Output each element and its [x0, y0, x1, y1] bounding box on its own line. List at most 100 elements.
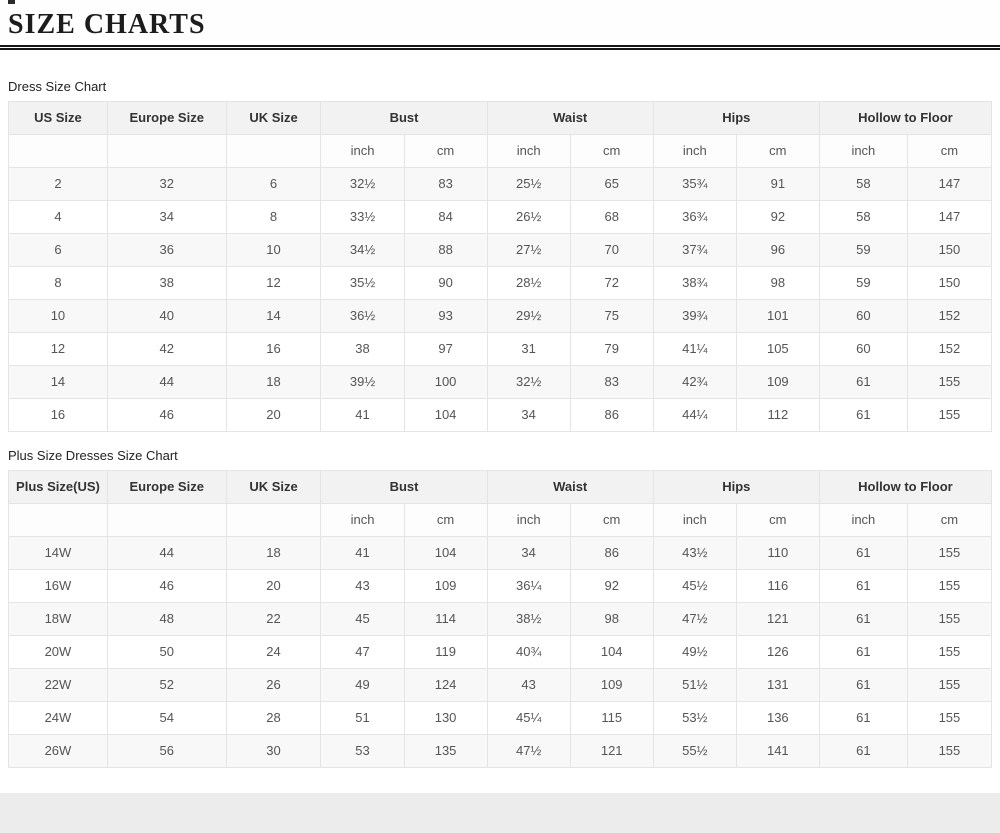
table-cell: 42: [106, 331, 227, 366]
column-header: Bust: [320, 100, 488, 135]
unit-header: inch: [652, 133, 737, 168]
table-cell: 40: [106, 298, 227, 333]
table-cell: 39½: [320, 364, 405, 399]
unit-header: cm: [403, 502, 488, 537]
plus-size-section: Plus Size Dresses Size Chart Plus Size(U…: [8, 448, 993, 768]
table-cell: 32: [106, 166, 227, 201]
table-cell: 124: [403, 667, 488, 702]
column-header: Hips: [652, 469, 820, 504]
table-cell: 27½: [486, 232, 571, 267]
column-header: Europe Size: [106, 469, 227, 504]
table-cell: 83: [569, 364, 654, 399]
table-cell: 90: [403, 265, 488, 300]
table-row: 20W 50 24 47 119 40¾ 104 49½ 126 61 155: [8, 634, 993, 669]
table-row: 14 44 18 39½ 100 32½ 83 42¾ 109 61 155: [8, 364, 993, 399]
table-cell: 70: [569, 232, 654, 267]
unit-header: inch: [486, 502, 571, 537]
table-cell: 104: [403, 535, 488, 570]
table-cell: 44: [106, 535, 227, 570]
table-cell: 58: [818, 166, 908, 201]
table-row: 16 46 20 41 104 34 86 44¼ 112 61 155: [8, 397, 993, 432]
table-cell: 55½: [652, 733, 737, 768]
table-cell: 34: [106, 199, 227, 234]
table-cell: 100: [403, 364, 488, 399]
table-cell: 97: [403, 331, 488, 366]
table-cell: 126: [735, 634, 820, 669]
table-cell: 93: [403, 298, 488, 333]
table-cell: 32½: [320, 166, 405, 201]
table-cell: 6: [8, 232, 108, 267]
table-cell: 10: [225, 232, 322, 267]
table-cell: 114: [403, 601, 488, 636]
table-cell: 28: [225, 700, 322, 735]
table-cell: 41: [320, 535, 405, 570]
table-cell: 38¾: [652, 265, 737, 300]
column-header: Plus Size(US): [8, 469, 108, 504]
table-cell: 109: [735, 364, 820, 399]
table-cell: 59: [818, 265, 908, 300]
table-cell: 75: [569, 298, 654, 333]
table-cell: 36½: [320, 298, 405, 333]
table-cell: 155: [906, 601, 993, 636]
column-header: UK Size: [225, 469, 322, 504]
table-cell: 53: [320, 733, 405, 768]
table-cell: 34½: [320, 232, 405, 267]
table-cell: 104: [569, 634, 654, 669]
table-cell: 60: [818, 331, 908, 366]
table-cell: 33½: [320, 199, 405, 234]
table-cell: 16W: [8, 568, 108, 603]
table-cell: 141: [735, 733, 820, 768]
table-cell: 155: [906, 667, 993, 702]
table-cell: 92: [735, 199, 820, 234]
table-cell: 52: [106, 667, 227, 702]
table-cell: 8: [225, 199, 322, 234]
table-cell: 14: [8, 364, 108, 399]
table-cell: 12: [8, 331, 108, 366]
table-cell: 24: [225, 634, 322, 669]
table-cell: 36¼: [486, 568, 571, 603]
table-cell: 18: [225, 364, 322, 399]
table-cell: 72: [569, 265, 654, 300]
table-cell: 12: [225, 265, 322, 300]
table-cell: 61: [818, 634, 908, 669]
table-cell: 47½: [652, 601, 737, 636]
table-cell: 131: [735, 667, 820, 702]
table-cell: 155: [906, 535, 993, 570]
column-header: US Size: [8, 100, 108, 135]
table-cell: 155: [906, 733, 993, 768]
table-row: 6 36 10 34½ 88 27½ 70 37¾ 96 59 150: [8, 232, 993, 267]
empty-header-cell: [106, 133, 227, 168]
table-cell: 39¾: [652, 298, 737, 333]
column-header: Europe Size: [106, 100, 227, 135]
table-row: 4 34 8 33½ 84 26½ 68 36¾ 92 58 147: [8, 199, 993, 234]
size-table: US Size Europe Size UK Size Bust Waist Hips Ho…: [8, 100, 993, 432]
table-cell: 121: [735, 601, 820, 636]
table-cell: 26½: [486, 199, 571, 234]
table-cell: 25½: [486, 166, 571, 201]
table-cell: 47½: [486, 733, 571, 768]
table-cell: 20: [225, 568, 322, 603]
table-cell: 38: [106, 265, 227, 300]
table-cell: 47: [320, 634, 405, 669]
table-cell: 119: [403, 634, 488, 669]
table-cell: 45¼: [486, 700, 571, 735]
table-cell: 18W: [8, 601, 108, 636]
table-cell: 84: [403, 199, 488, 234]
table-cell: 86: [569, 397, 654, 432]
title-divider: [0, 44, 1000, 50]
empty-header-cell: [8, 133, 108, 168]
page-title: SIZE CHARTS: [8, 9, 206, 40]
table-cell: 65: [569, 166, 654, 201]
table-cell: 49: [320, 667, 405, 702]
table-cell: 61: [818, 397, 908, 432]
table-row: 18W 48 22 45 114 38½ 98 47½ 121 61 155: [8, 601, 993, 636]
table-cell: 37¾: [652, 232, 737, 267]
table-cell: 46: [106, 568, 227, 603]
dress-size-section: Dress Size Chart US Size Europe Size UK Si…: [8, 79, 993, 432]
table-row: 10 40 14 36½ 93 29½ 75 39¾ 101 60 152: [8, 298, 993, 333]
table-cell: 136: [735, 700, 820, 735]
table-row: 24W 54 28 51 130 45¼ 115 53½ 136 61 155: [8, 700, 993, 735]
table-cell: 155: [906, 634, 993, 669]
footer-strip: [0, 793, 1000, 833]
table-cell: 121: [569, 733, 654, 768]
